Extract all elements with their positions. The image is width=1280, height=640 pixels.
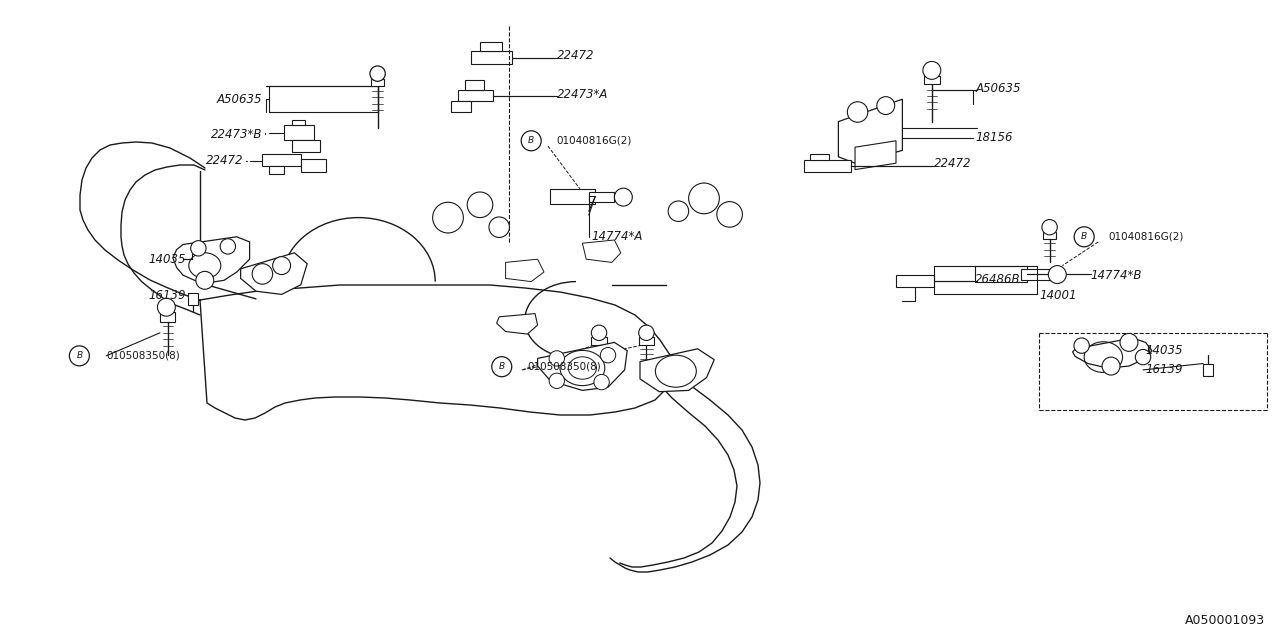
Polygon shape [582,240,621,262]
Circle shape [923,61,941,79]
Text: A050001093: A050001093 [1184,614,1265,627]
Text: 16139: 16139 [148,289,186,302]
Bar [639,337,654,345]
Polygon shape [269,166,284,174]
Polygon shape [1021,269,1050,280]
Polygon shape [471,51,512,64]
Text: 14001: 14001 [1039,289,1076,302]
Polygon shape [262,154,301,166]
Polygon shape [301,159,326,172]
Circle shape [639,325,654,340]
Circle shape [668,201,689,221]
Text: B: B [499,362,504,371]
Polygon shape [550,189,595,204]
Text: 22472: 22472 [557,49,594,62]
Bar [1043,232,1056,239]
Bar [371,79,384,86]
Text: A50635: A50635 [975,82,1021,95]
Text: 22473*A: 22473*A [557,88,608,101]
Polygon shape [506,259,544,282]
Polygon shape [855,141,896,170]
Circle shape [1102,357,1120,375]
Circle shape [467,192,493,218]
Polygon shape [173,237,250,283]
Bar [160,312,175,322]
Circle shape [600,348,616,363]
Polygon shape [458,90,493,101]
Text: 22472: 22472 [934,157,972,170]
Bar [924,76,940,84]
Bar [1203,364,1213,376]
Text: B: B [1082,232,1087,241]
Circle shape [370,66,385,81]
Text: 14774*A: 14774*A [591,230,643,243]
Polygon shape [810,154,829,160]
Circle shape [273,257,291,275]
Circle shape [689,183,719,214]
Text: 14774*B: 14774*B [1091,269,1142,282]
Polygon shape [1073,338,1152,368]
Text: 010508350(8): 010508350(8) [106,351,180,361]
Circle shape [1120,333,1138,351]
Polygon shape [451,101,471,112]
Polygon shape [804,160,851,172]
Circle shape [433,202,463,233]
Circle shape [489,217,509,237]
Text: 18156: 18156 [975,131,1012,144]
Circle shape [69,346,90,366]
Polygon shape [538,342,627,390]
Text: 22473*B: 22473*B [211,128,262,141]
Circle shape [591,325,607,340]
Text: 14035: 14035 [148,253,186,266]
Text: 010508350(8): 010508350(8) [527,362,602,372]
Polygon shape [480,42,502,51]
Circle shape [847,102,868,122]
Circle shape [196,271,214,289]
Circle shape [594,374,609,390]
Text: B: B [77,351,82,360]
Circle shape [614,188,632,206]
Polygon shape [896,275,934,287]
Polygon shape [292,120,305,125]
Text: 01040816G(2): 01040816G(2) [557,136,632,146]
Text: 14035: 14035 [1146,344,1183,357]
Bar [591,337,607,345]
Circle shape [492,356,512,377]
Circle shape [1048,266,1066,284]
Circle shape [191,241,206,256]
Text: A50635: A50635 [216,93,262,106]
Polygon shape [241,253,307,294]
Text: B: B [529,136,534,145]
Circle shape [1074,227,1094,247]
Polygon shape [292,140,320,152]
Circle shape [252,264,273,284]
Circle shape [521,131,541,151]
Circle shape [877,97,895,115]
Circle shape [549,351,564,366]
Circle shape [157,298,175,316]
Circle shape [717,202,742,227]
Polygon shape [975,266,1027,282]
Text: 16139: 16139 [1146,364,1183,376]
Circle shape [549,373,564,388]
Text: 26486B: 26486B [975,273,1021,286]
Polygon shape [589,192,614,202]
Text: 01040816G(2): 01040816G(2) [1108,232,1184,242]
Polygon shape [284,125,314,140]
Polygon shape [497,314,538,334]
Polygon shape [838,99,902,163]
Circle shape [1042,220,1057,235]
Bar [188,293,198,305]
Circle shape [1135,349,1151,365]
Circle shape [220,239,236,254]
Text: 22472: 22472 [206,154,243,166]
Polygon shape [640,349,714,392]
Circle shape [1074,338,1089,353]
Polygon shape [465,80,484,90]
